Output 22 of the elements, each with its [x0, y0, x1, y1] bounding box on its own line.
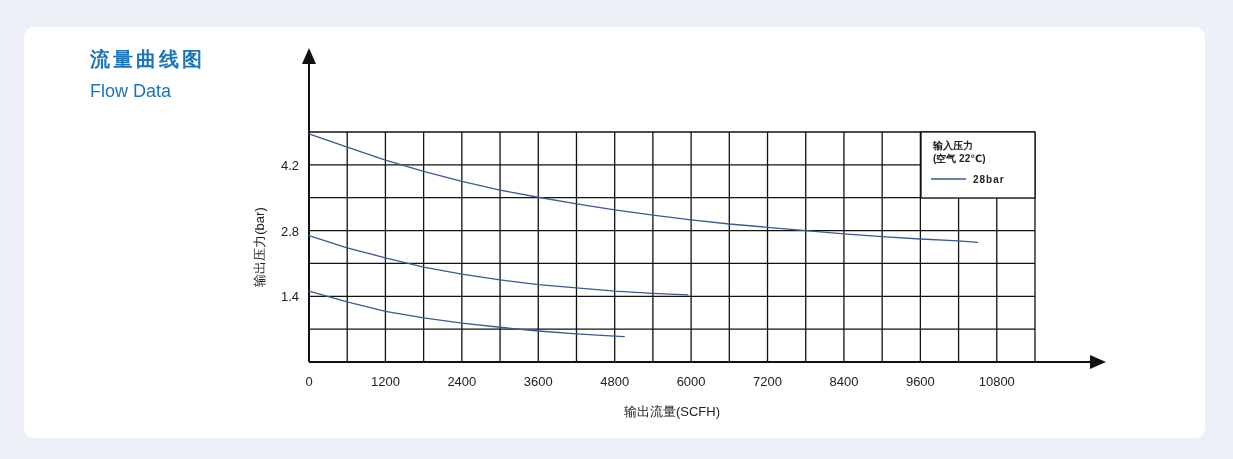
legend-label: 28bar: [973, 174, 1005, 185]
y-tick-label: 4.2: [280, 157, 300, 173]
x-tick-label: 4800: [600, 374, 630, 389]
line-series: [308, 290, 625, 338]
x-tick-label: 2400: [447, 374, 477, 389]
x-tick-label: 1200: [370, 374, 400, 389]
x-axis-title: 输出流量(SCFH): [623, 404, 721, 419]
x-tick-label: 3600: [523, 374, 553, 389]
legend: 输入压力 (空气 22℃) 28bar: [920, 131, 1036, 199]
text: 流量曲线图: [89, 48, 205, 70]
x-tick-label: 10800: [978, 374, 1015, 389]
y-tick-label: 2.8: [280, 223, 300, 239]
x-tick-label: 6000: [676, 374, 706, 389]
y-tick-label: 1.4: [280, 289, 300, 305]
x-tick-label: 9600: [905, 374, 935, 389]
y-axis-title: 输出压力(bar): [252, 207, 267, 287]
line-series: [308, 235, 689, 296]
x-tick-label: 0: [305, 374, 313, 389]
x-tick-label: 8400: [829, 374, 859, 389]
text: Flow Data: [90, 81, 173, 101]
x-tick-label: 7200: [753, 374, 782, 389]
legend-title: 输入压力 (空气 22℃): [932, 140, 986, 164]
